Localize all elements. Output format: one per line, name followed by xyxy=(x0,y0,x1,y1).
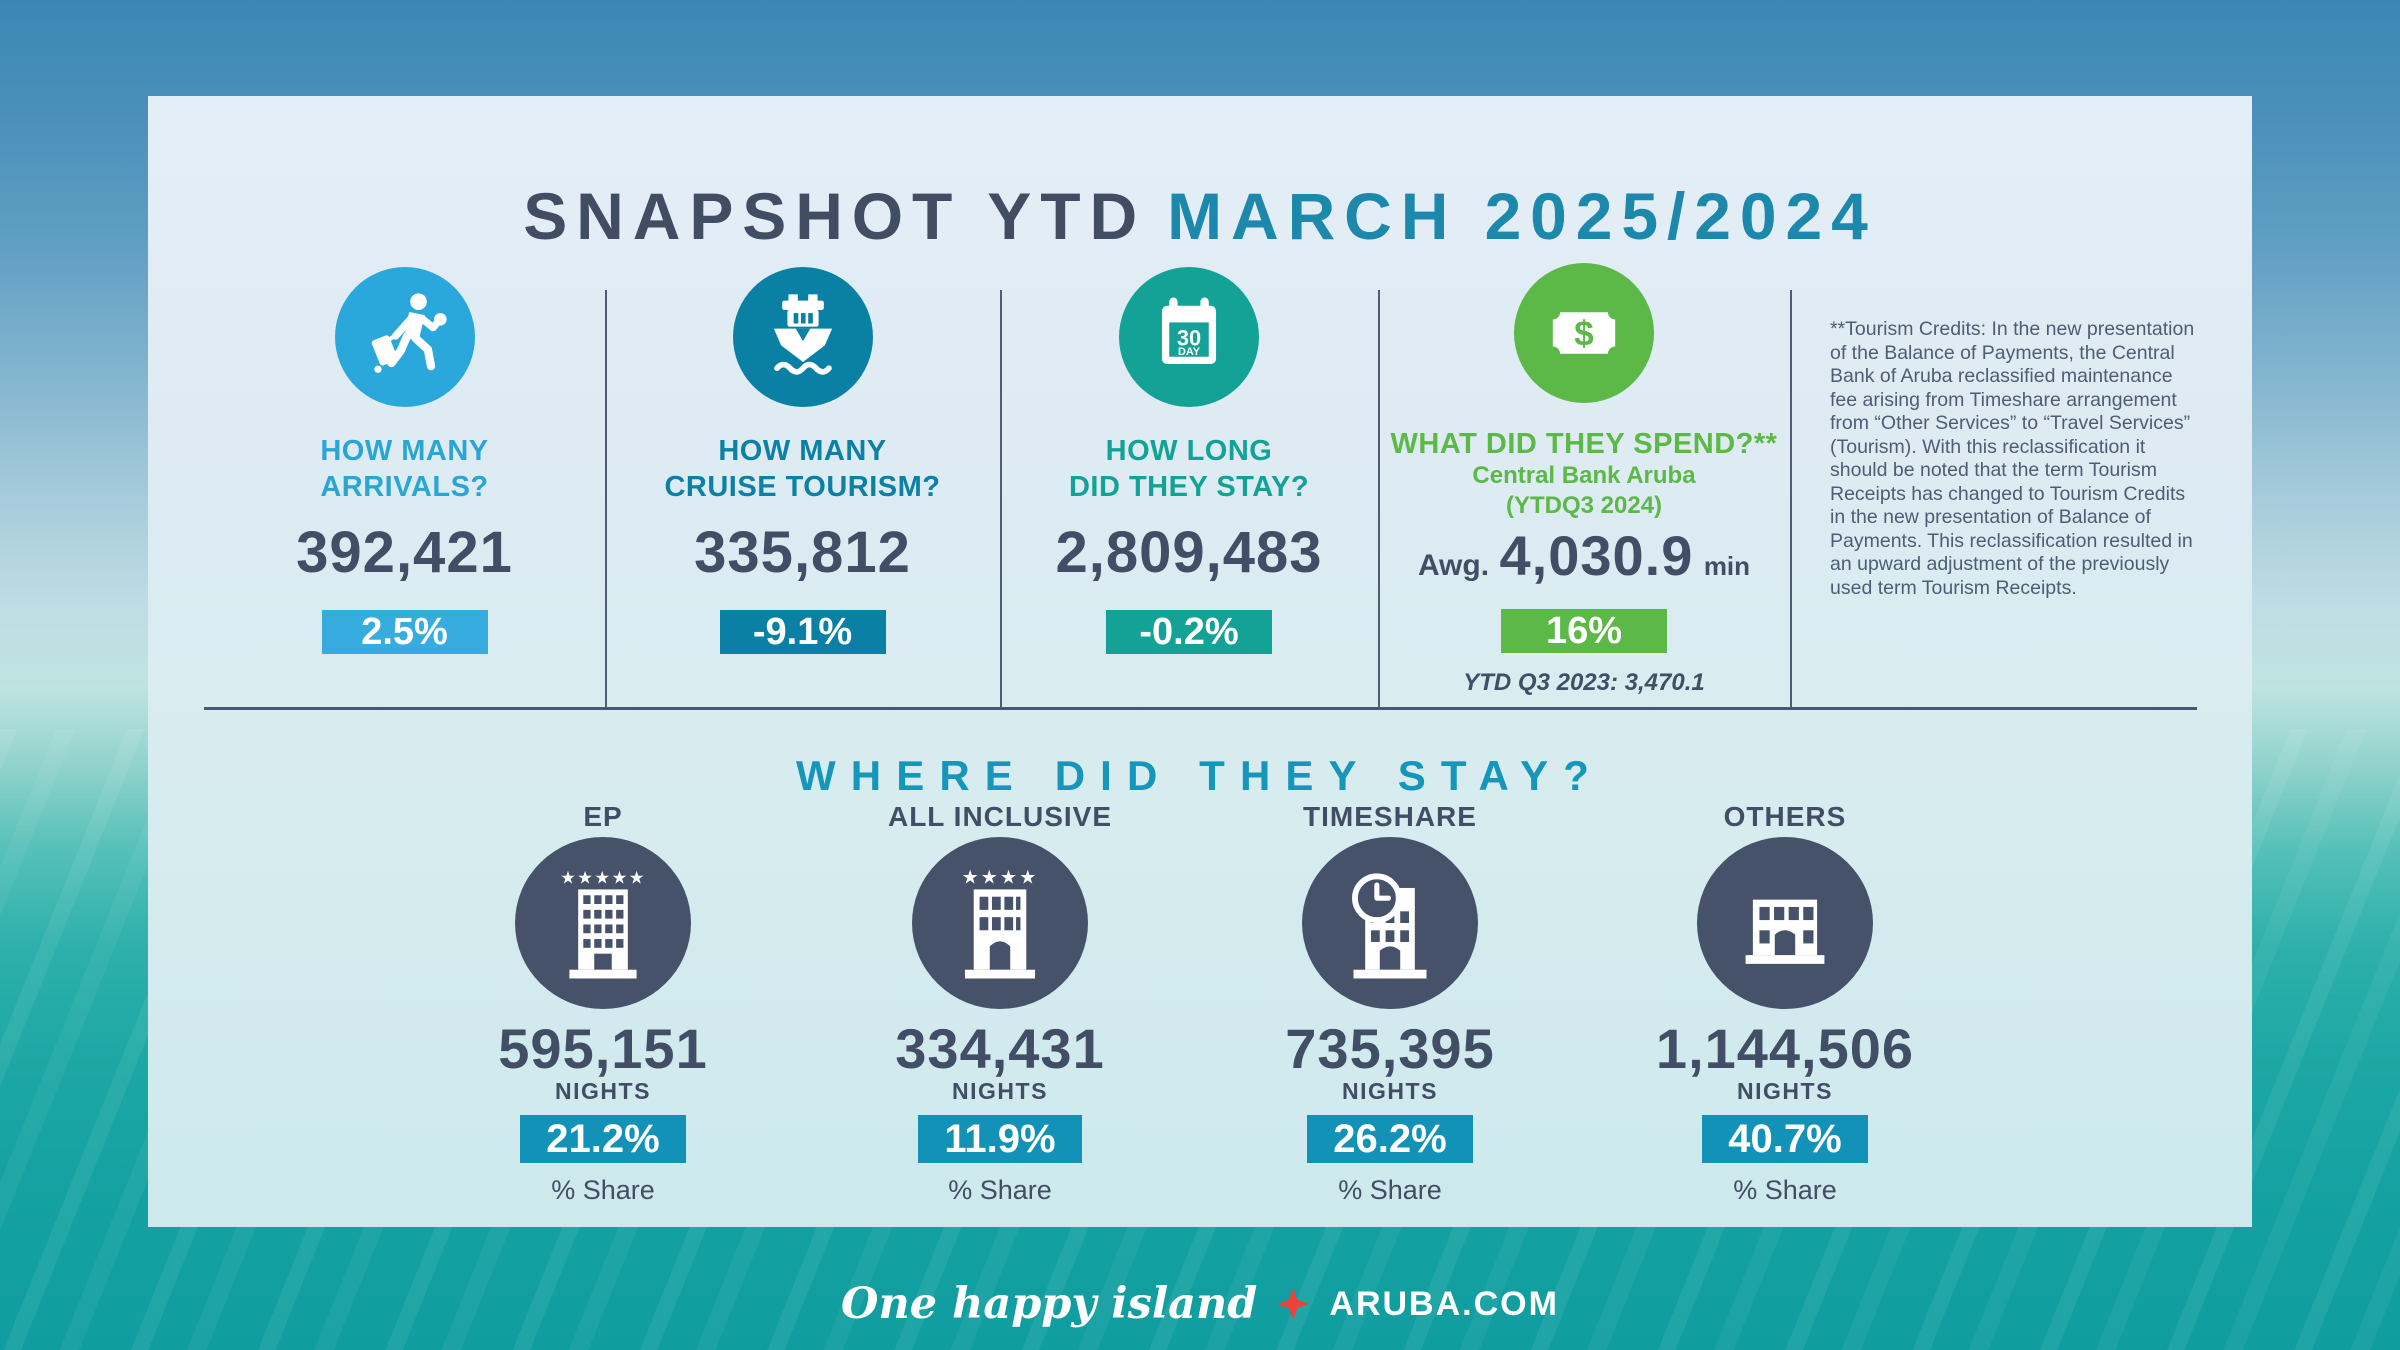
spend-value: 4,030.9 xyxy=(1499,524,1694,587)
all-inclusive-share-label: % Share xyxy=(948,1175,1052,1205)
stay-category-label: OTHERS xyxy=(1723,801,1847,832)
timeshare-share-badge: 26.2% xyxy=(1307,1115,1473,1163)
column-divider xyxy=(1378,290,1380,707)
arrivals-value: 392,421 xyxy=(296,520,513,585)
ep-nights-value: 595,151 xyxy=(498,1017,708,1080)
all-inclusive-nights-label: NIGHTS xyxy=(952,1078,1048,1104)
calendar-30-day-icon: 30 DAY xyxy=(1161,297,1217,365)
timeshare-nights-label: NIGHTS xyxy=(1342,1078,1438,1104)
spend-change-badge: 16% xyxy=(1501,609,1667,653)
all-inclusive-icon-circle: ★★★★ xyxy=(912,837,1088,1009)
cruise-question: HOW MANY CRUISE TOURISM? xyxy=(664,435,941,503)
cruise-change-badge: -9.1% xyxy=(719,610,886,654)
stay-category-ep: EP ★★★★★ 595,151 NIGHTS 21.2% % Share xyxy=(423,800,783,1205)
hotel-four-star-building-icon: ★★★★ xyxy=(962,868,1039,979)
arrivals-icon-circle xyxy=(334,267,475,407)
svg-text:★★★★: ★★★★ xyxy=(962,868,1039,889)
stay-length-question: HOW LONG DID THEY STAY? xyxy=(1068,435,1310,503)
building-icon xyxy=(1745,899,1825,964)
arrivals-question: HOW MANY ARRIVALS? xyxy=(320,435,489,503)
cruise-value: 335,812 xyxy=(694,520,911,585)
stay-section-heading: WHERE DID THEY STAY? xyxy=(795,752,1605,799)
spend-value-row: Awg. 4,030.9 min xyxy=(1378,525,1790,587)
section-divider xyxy=(204,707,2197,710)
stat-spend: $ WHAT DID THEY SPEND?** Central Bank Ar… xyxy=(1378,250,1790,697)
page-title-highlight: MARCH 2025/2024 xyxy=(1167,179,1877,254)
page-title: SNAPSHOT YTD MARCH 2025/2024 xyxy=(148,178,2252,254)
others-icon-circle xyxy=(1697,837,1873,1009)
stat-arrivals: HOW MANY ARRIVALS? 392,421 2.5% xyxy=(204,250,605,654)
ep-icon-circle: ★★★★★ xyxy=(515,837,691,1009)
spend-source-line1: Central Bank Aruba xyxy=(1472,462,1696,489)
svg-text:$: $ xyxy=(1574,314,1594,353)
cruise-ship-icon xyxy=(773,294,832,375)
footer-tagline: One happy island xyxy=(841,1279,1258,1329)
stay-category-label: EP xyxy=(583,801,623,832)
others-share-label: % Share xyxy=(1733,1175,1837,1205)
all-inclusive-share-badge: 11.9% xyxy=(918,1115,1082,1163)
spend-prior-period: YTD Q3 2023: 3,470.1 xyxy=(1463,669,1705,696)
stay-length-value: 2,809,483 xyxy=(1055,520,1323,585)
arrivals-change-badge: 2.5% xyxy=(321,610,488,654)
stay-category-label: ALL INCLUSIVE xyxy=(887,801,1113,832)
others-nights-label: NIGHTS xyxy=(1737,1078,1833,1104)
column-divider xyxy=(605,290,607,707)
timeshare-nights-value: 735,395 xyxy=(1285,1017,1495,1080)
spend-icon-circle: $ xyxy=(1514,263,1654,403)
stay-category-label: TIMESHARE xyxy=(1303,801,1477,832)
all-inclusive-nights-value: 334,431 xyxy=(895,1017,1105,1080)
stay-category-timeshare: TIMESHARE 735,395 NIGHTS 26.2% % Share xyxy=(1210,800,1570,1205)
timeshare-clock-building-icon xyxy=(1352,873,1427,979)
banknote-icon: $ xyxy=(1545,304,1623,362)
timeshare-icon-circle xyxy=(1302,837,1478,1009)
footer-site: ARUBA.COM xyxy=(1329,1284,1559,1323)
spend-source-line2: (YTDQ3 2024) xyxy=(1505,492,1663,519)
stay-category-others: OTHERS 1,144,506 NIGHTS 40.7% % Share xyxy=(1605,800,1965,1205)
page-title-prefix: SNAPSHOT YTD xyxy=(523,179,1147,254)
spend-currency-prefix: Awg. xyxy=(1417,549,1490,582)
hotel-five-star-building-icon: ★★★★★ xyxy=(560,868,646,979)
cruise-icon-circle xyxy=(732,267,873,407)
traveler-icon xyxy=(371,293,447,373)
stat-length-of-stay: 30 DAY HOW LONG DID THEY STAY? 2,809,483… xyxy=(1000,250,1378,654)
stay-length-change-badge: -0.2% xyxy=(1106,610,1272,654)
column-divider xyxy=(1790,290,1792,707)
svg-text:DAY: DAY xyxy=(1178,346,1201,358)
others-nights-value: 1,144,506 xyxy=(1655,1017,1915,1080)
stay-category-all-inclusive: ALL INCLUSIVE ★★★★ 334,431 NIGHTS 11.9% … xyxy=(820,800,1180,1205)
others-share-badge: 40.7% xyxy=(1702,1115,1868,1163)
four-point-star-icon xyxy=(1277,1288,1310,1320)
svg-text:30: 30 xyxy=(1177,325,1201,350)
spend-question: WHAT DID THEY SPEND?** xyxy=(1390,428,1778,460)
svg-text:★★★★★: ★★★★★ xyxy=(560,868,646,888)
column-divider xyxy=(1000,290,1002,707)
tourism-credits-note: **Tourism Credits: In the new presentati… xyxy=(1830,318,2195,599)
stat-cruise: HOW MANY CRUISE TOURISM? 335,812 -9.1% xyxy=(605,250,1000,654)
ep-nights-label: NIGHTS xyxy=(555,1078,651,1104)
ep-share-label: % Share xyxy=(551,1175,655,1205)
stay-length-icon-circle: 30 DAY xyxy=(1119,267,1259,407)
spend-unit-suffix: min xyxy=(1703,551,1751,581)
timeshare-share-label: % Share xyxy=(1338,1175,1442,1205)
ep-share-badge: 21.2% xyxy=(520,1115,686,1163)
footer-brand: One happy island ARUBA.COM xyxy=(0,1272,2400,1336)
